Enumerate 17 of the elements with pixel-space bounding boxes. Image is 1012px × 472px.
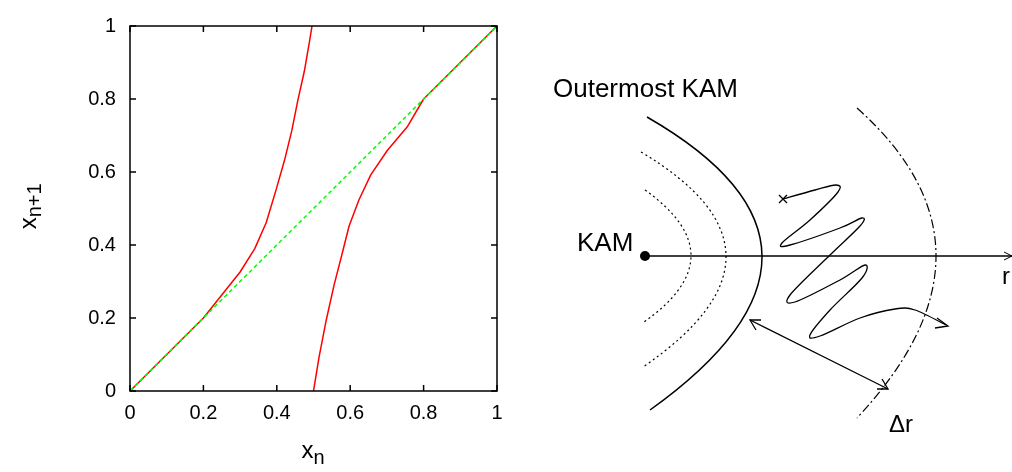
- y-tick-label: 0.6: [88, 159, 116, 182]
- y-tick-label: 0.4: [88, 232, 116, 255]
- text: KAM: [577, 227, 634, 257]
- text: Δr: [889, 410, 914, 437]
- text: Outermost KAM: [553, 73, 738, 103]
- x-tick-label: 0: [124, 400, 136, 423]
- x-tick-label: 0.8: [409, 400, 438, 423]
- x-axis-title: x$_{n}$: [300, 436, 326, 469]
- x-tick-label: 1: [491, 400, 503, 423]
- y-tick-label: 0.8: [88, 86, 116, 109]
- text: r: [1002, 262, 1010, 289]
- y-tick-label: 0: [104, 378, 116, 401]
- y-tick-label: 0.2: [88, 305, 116, 328]
- x-tick-label: 0.6: [336, 400, 365, 423]
- x-tick-label: 0.2: [189, 400, 218, 423]
- y-tick-label: 1: [104, 13, 116, 36]
- x-tick-label: 0.4: [262, 400, 291, 423]
